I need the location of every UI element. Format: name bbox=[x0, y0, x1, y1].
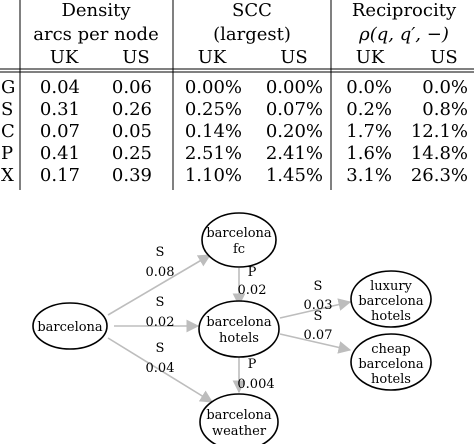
edge-label-type-luxury: S bbox=[314, 279, 323, 294]
table-cell: 0.20% bbox=[266, 121, 323, 142]
row-label: G bbox=[1, 77, 15, 98]
node-label-cheap-3: hotels bbox=[371, 372, 411, 387]
query-graph-region: barcelona barcelona fc barcelona hotels … bbox=[0, 196, 474, 448]
edge-label-weight-fc-hotels: 0.02 bbox=[238, 283, 267, 298]
col-header-recip-uk: UK bbox=[356, 47, 385, 68]
row-label: S bbox=[1, 99, 13, 120]
table-cell: 0.41 bbox=[40, 143, 80, 164]
statistics-table: Density arcs per node SCC (largest) Reci… bbox=[0, 0, 474, 190]
table-cell: 0.17 bbox=[40, 165, 80, 186]
table-cell: 0.00% bbox=[185, 77, 242, 98]
node-label-weather-2: weather bbox=[212, 424, 267, 439]
node-label-luxury-3: hotels bbox=[371, 309, 411, 324]
query-graph: barcelona barcelona fc barcelona hotels … bbox=[32, 212, 432, 448]
col-header-density-us: US bbox=[122, 47, 150, 68]
node-label-hotels-1: barcelona bbox=[206, 315, 272, 330]
edge-label-type-weather: S bbox=[156, 341, 165, 356]
table-cell: 0.04 bbox=[40, 77, 80, 98]
row-label: X bbox=[1, 165, 14, 186]
group-subheader-scc: (largest) bbox=[213, 24, 291, 45]
table-cell: 0.06 bbox=[112, 77, 152, 98]
node-barcelona-fc bbox=[201, 212, 277, 268]
table-body: G 0.04 0.06 0.00% 0.00% 0.0% 0.0% S 0.31 0.26 0.25… bbox=[1, 77, 468, 186]
node-label-weather-1: barcelona bbox=[206, 408, 272, 423]
table-cell: 0.07% bbox=[266, 99, 323, 120]
table-cell: 0.07 bbox=[40, 121, 80, 142]
table-cell: 0.2% bbox=[346, 99, 392, 120]
col-header-scc-uk: UK bbox=[198, 47, 227, 68]
col-header-density-uk: UK bbox=[50, 47, 79, 68]
edge-label-type-fc: S bbox=[156, 245, 165, 260]
node-label-cheap-1: cheap bbox=[371, 342, 410, 357]
table-cell: 1.6% bbox=[346, 143, 392, 164]
edge-label-weight-fc: 0.08 bbox=[146, 265, 175, 280]
edge-label-weight-hotels: 0.02 bbox=[146, 315, 175, 330]
table-cell: 0.00% bbox=[266, 77, 323, 98]
table-cell: 26.3% bbox=[411, 165, 468, 186]
edge-label-weight-luxury: 0.03 bbox=[304, 298, 333, 313]
table-cell: 2.41% bbox=[266, 143, 323, 164]
table-cell: 0.39 bbox=[112, 165, 152, 186]
col-header-recip-us: US bbox=[430, 47, 458, 68]
table-cell: 0.05 bbox=[112, 121, 152, 142]
row-label: C bbox=[1, 121, 15, 142]
table-cell: 1.45% bbox=[266, 165, 323, 186]
group-header-density: Density bbox=[61, 0, 131, 21]
edge-label-type-hotels: S bbox=[156, 295, 165, 310]
table-cell: 0.14% bbox=[185, 121, 242, 142]
statistics-table-region: Density arcs per node SCC (largest) Reci… bbox=[0, 0, 474, 190]
table-cell: 12.1% bbox=[411, 121, 468, 142]
table-cell: 0.25 bbox=[112, 143, 152, 164]
node-label-fc-1: barcelona bbox=[206, 226, 272, 241]
edge-barcelona-fc bbox=[107, 254, 212, 316]
edge-hotels-luxury bbox=[279, 298, 352, 319]
group-header-scc: SCC bbox=[232, 0, 272, 21]
group-header-reciprocity: Reciprocity bbox=[352, 0, 457, 21]
node-luxury-barcelona-hotels bbox=[350, 270, 432, 328]
table-cell: 0.0% bbox=[422, 77, 468, 98]
node-barcelona-weather bbox=[199, 393, 279, 448]
table-cell: 2.51% bbox=[185, 143, 242, 164]
edge-label-weight-hotels-weather: 0.004 bbox=[237, 377, 274, 392]
table-cell: 0.8% bbox=[422, 99, 468, 120]
edge-barcelona-weather bbox=[107, 337, 214, 403]
row-label: P bbox=[1, 143, 13, 164]
table-cell: 0.31 bbox=[40, 99, 80, 120]
node-barcelona bbox=[32, 302, 108, 350]
edge-label-type-cheap: S bbox=[314, 309, 323, 324]
edge-label-type-hotels-weather: P bbox=[248, 357, 257, 372]
node-label-luxury-2: barcelona bbox=[358, 294, 424, 309]
node-label-barcelona: barcelona bbox=[37, 320, 103, 335]
group-subheader-density: arcs per node bbox=[33, 24, 158, 45]
table-cell: 0.25% bbox=[185, 99, 242, 120]
edge-label-weight-cheap: 0.07 bbox=[304, 328, 333, 343]
node-barcelona-hotels bbox=[198, 300, 280, 358]
edge-hotels-cheap bbox=[279, 333, 352, 354]
node-cheap-barcelona-hotels bbox=[350, 333, 432, 391]
table-cell: 1.7% bbox=[346, 121, 392, 142]
table-cell: 3.1% bbox=[346, 165, 392, 186]
edge-label-weight-weather: 0.04 bbox=[146, 361, 175, 376]
table-cell: 0.0% bbox=[346, 77, 392, 98]
group-subheader-reciprocity: ρ(q, q′, −) bbox=[358, 24, 449, 45]
node-label-cheap-2: barcelona bbox=[358, 357, 424, 372]
node-label-hotels-2: hotels bbox=[219, 331, 259, 346]
table-cell: 0.26 bbox=[112, 99, 152, 120]
edge-label-type-fc-hotels: P bbox=[248, 265, 257, 280]
table-cell: 14.8% bbox=[411, 143, 468, 164]
node-label-luxury-1: luxury bbox=[370, 279, 412, 294]
node-label-fc-2: fc bbox=[233, 242, 245, 257]
table-cell: 1.10% bbox=[185, 165, 242, 186]
col-header-scc-us: US bbox=[280, 47, 308, 68]
